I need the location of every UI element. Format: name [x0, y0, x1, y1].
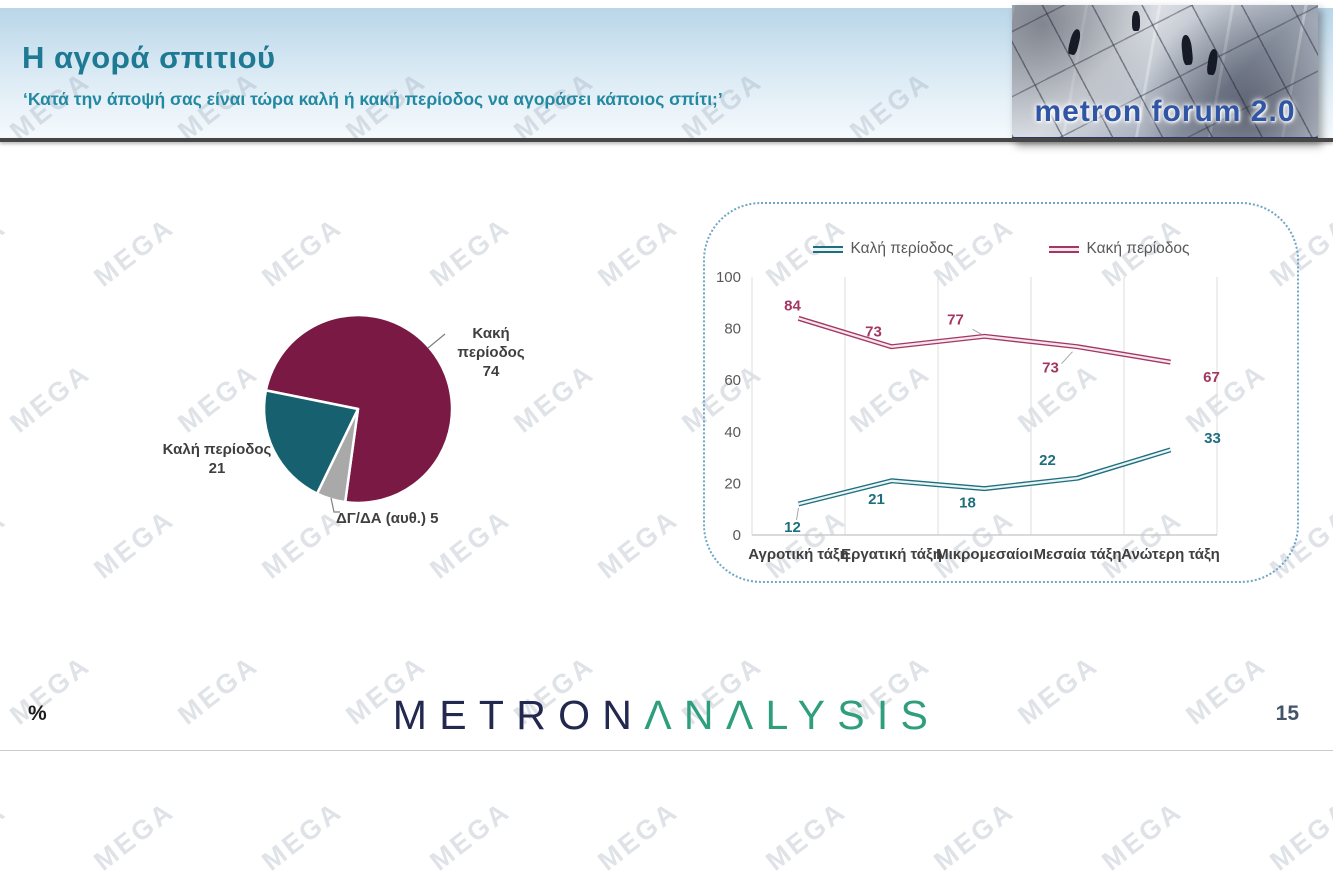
svg-text:21: 21	[868, 491, 885, 508]
logo-people-silhouette	[1180, 34, 1194, 66]
pie-label-good-text: Καλή περίοδος	[162, 441, 272, 458]
logo-word-analysis: ΛNΛLYSIS	[644, 692, 941, 738]
logo-people-silhouette	[1206, 48, 1219, 76]
page-number: 15	[1275, 702, 1299, 725]
pie-label-dk-value: 5	[430, 510, 439, 527]
watermark-text: MEGA	[592, 795, 685, 877]
svg-text:84: 84	[784, 297, 801, 314]
watermark-text: MEGA	[592, 211, 685, 293]
trend-chart-panel: 0 20 40 60 80 100 Αγροτική τάξη Εργατική τάξη Μι…	[703, 202, 1299, 583]
watermark-text: MEGA	[256, 795, 349, 877]
bottom-divider	[0, 750, 1333, 751]
svg-text:77: 77	[947, 311, 964, 328]
watermark-text: MEGA	[4, 357, 97, 439]
svg-text:40: 40	[724, 424, 741, 441]
chart-legend: Καλή περίοδος Κακή περίοδος	[705, 240, 1297, 258]
watermark-text: MEGA	[760, 795, 853, 877]
svg-text:20: 20	[724, 475, 741, 492]
svg-text:Ανώτερη τάξη: Ανώτερη τάξη	[1121, 546, 1220, 563]
watermark-text: MEGA	[256, 211, 349, 293]
svg-text:100: 100	[716, 269, 741, 286]
svg-text:60: 60	[724, 372, 741, 389]
watermark-text: MEGA	[88, 211, 181, 293]
metron-forum-logo: metron forum 2.0	[1012, 5, 1318, 142]
watermark-text: MEGA	[0, 211, 13, 293]
pie-label-good-value: 21	[208, 460, 226, 477]
legend-item-bad: Κακή περίοδος	[1048, 240, 1190, 258]
pie-chart	[150, 290, 570, 540]
legend-swatch-bad	[1048, 245, 1079, 253]
watermark-text: MEGA	[1096, 795, 1189, 877]
svg-text:73: 73	[1042, 360, 1059, 377]
svg-text:0: 0	[733, 527, 741, 544]
svg-text:Μικρομεσαίοι: Μικρομεσαίοι	[936, 546, 1033, 563]
legend-item-good: Καλή περίοδος	[812, 240, 954, 258]
watermark-text: MEGA	[0, 503, 13, 585]
watermark-text: MEGA	[1096, 0, 1188, 1]
pie-label-bad-value: 74	[482, 363, 500, 380]
svg-text:67: 67	[1203, 369, 1220, 386]
legend-label-bad: Κακή περίοδος	[1086, 240, 1190, 257]
pie-label-bad-text: Κακή περίοδος	[457, 325, 525, 361]
line-chart-svg: 0 20 40 60 80 100 Αγροτική τάξη Εργατική τάξη Μι…	[705, 204, 1297, 581]
svg-text:Μεσαία τάξη: Μεσαία τάξη	[1034, 546, 1122, 563]
watermark-text: MEGA	[592, 0, 684, 1]
watermark-text: MEGA	[0, 795, 13, 877]
watermark-text: MEGA	[928, 0, 1020, 1]
svg-text:Εργατική τάξη: Εργατική τάξη	[841, 546, 942, 563]
watermark-text: MEGA	[1264, 0, 1333, 1]
logo-people-silhouette	[1132, 11, 1140, 31]
percent-label: %	[28, 702, 47, 725]
svg-text:80: 80	[724, 321, 741, 338]
metron-forum-logo-text: metron forum 2.0	[1034, 95, 1296, 128]
pie-label-dk-text: ΔΓ/ΔΑ (αυθ.)	[336, 510, 426, 527]
legend-swatch-good	[812, 245, 843, 253]
watermark-text: MEGA	[424, 0, 516, 1]
svg-text:33: 33	[1204, 430, 1221, 447]
watermark-text: MEGA	[928, 795, 1021, 877]
svg-text:22: 22	[1039, 452, 1056, 469]
watermark-text: MEGA	[592, 503, 685, 585]
page-subtitle: ‘Κατά την άποψή σας είναι τώρα καλή ή κα…	[23, 89, 723, 109]
logo-word-metron: METRON	[392, 692, 645, 738]
pie-label-dk-na: ΔΓ/ΔΑ (αυθ.) 5	[336, 509, 438, 528]
legend-label-good: Καλή περίοδος	[850, 240, 954, 257]
svg-text:Αγροτική τάξη: Αγροτική τάξη	[748, 546, 849, 563]
svg-text:18: 18	[959, 495, 976, 512]
pie-label-bad-period: Κακή περίοδος 74	[438, 324, 544, 381]
header-divider	[0, 138, 1333, 142]
watermark-text: MEGA	[0, 0, 13, 1]
logo-people-silhouette	[1066, 28, 1083, 56]
metron-analysis-logo: METRONΛNΛLYSIS	[0, 692, 1333, 739]
watermark-text: MEGA	[1264, 795, 1333, 877]
svg-text:73: 73	[865, 324, 882, 341]
watermark-text: MEGA	[88, 0, 180, 1]
watermark-text: MEGA	[424, 211, 517, 293]
watermark-text: MEGA	[256, 0, 348, 1]
watermark-text: MEGA	[760, 0, 852, 1]
pie-label-good-period: Καλή περίοδος 21	[162, 440, 272, 478]
svg-text:12: 12	[784, 519, 801, 536]
watermark-text: MEGA	[424, 795, 517, 877]
page-title: Η αγορά σπιτιού	[22, 40, 276, 75]
watermark-text: MEGA	[88, 795, 181, 877]
